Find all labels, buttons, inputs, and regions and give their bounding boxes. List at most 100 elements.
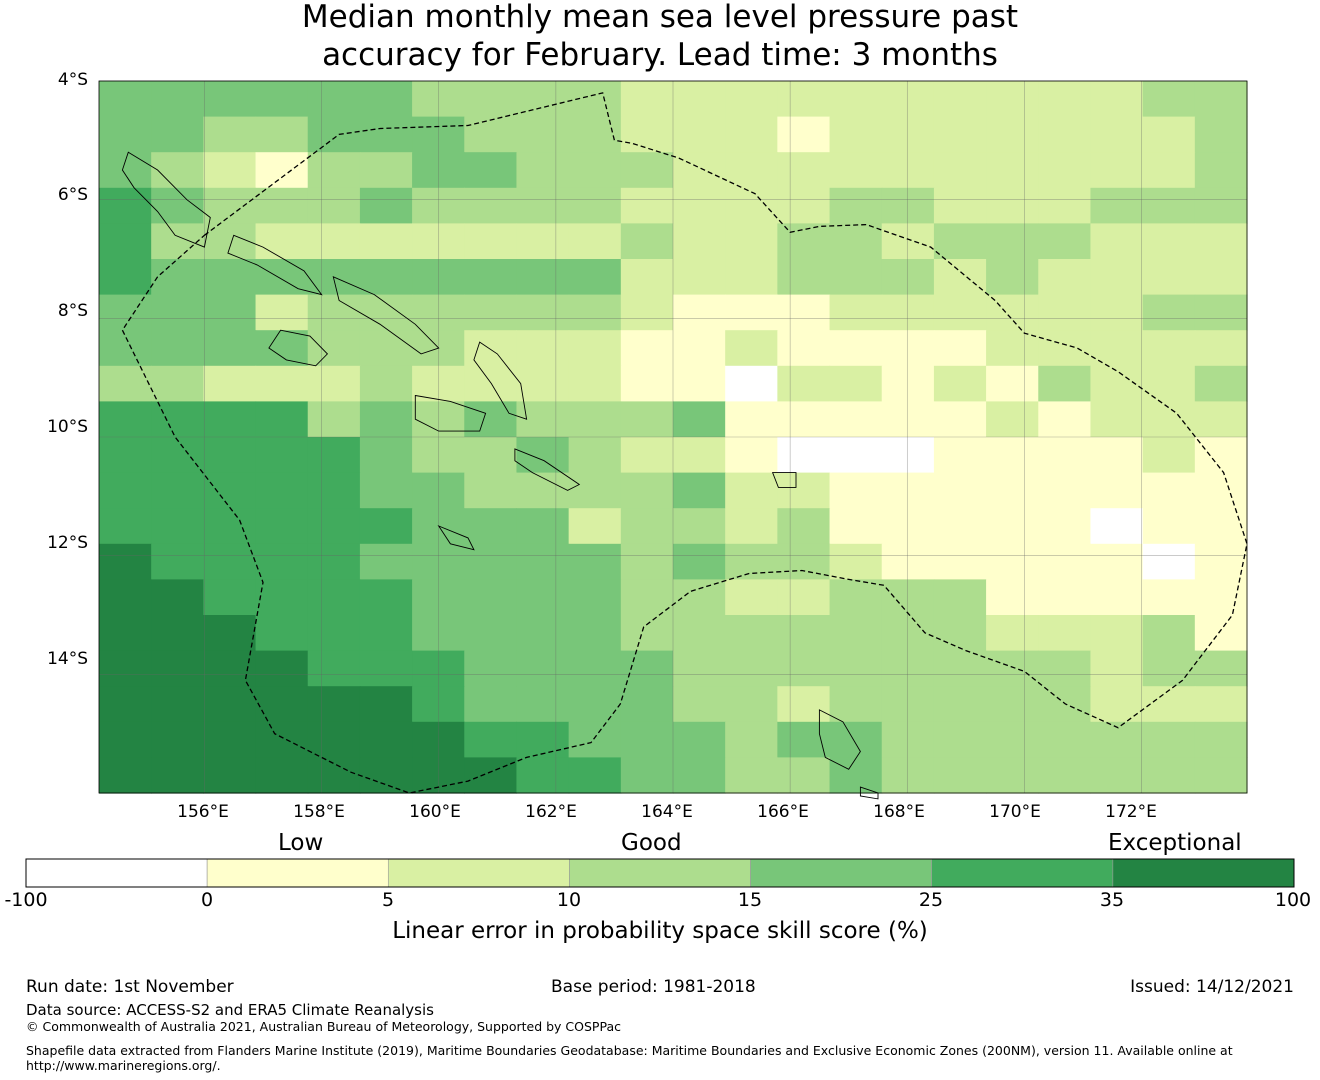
grid-cell (516, 543, 570, 580)
grid-cell (255, 721, 309, 758)
grid-cell (359, 152, 413, 189)
grid-cell (516, 650, 570, 687)
grid-cell (151, 579, 204, 616)
grid-cell (725, 330, 778, 367)
grid-cell (516, 259, 570, 296)
grid-cell (1142, 543, 1196, 580)
grid-cell (203, 437, 257, 474)
grid-cell (1038, 615, 1092, 652)
lat-label-8s: 8°S (57, 301, 88, 321)
grid-cell (725, 686, 778, 723)
grid-cell (986, 223, 1039, 260)
grid-cell (464, 152, 518, 189)
grid-cell (829, 508, 883, 545)
grid-cell (881, 543, 935, 580)
run-date: Run date: 1st November (26, 977, 234, 997)
grid-cell (933, 472, 987, 509)
category-exceptional: Exceptional (1108, 830, 1242, 856)
island-outline (121, 151, 211, 248)
grid-cell (725, 615, 778, 652)
grid-cell (1194, 686, 1248, 723)
grid-cell (99, 223, 152, 260)
grid-cell (1194, 721, 1248, 758)
grid-cell (1142, 259, 1196, 296)
grid-cell (1038, 259, 1092, 296)
grid-cell (203, 401, 257, 438)
grid-cell (203, 259, 257, 296)
grid-cell (881, 152, 935, 189)
lat-label-12s: 12°S (47, 533, 88, 553)
grid-cell (359, 187, 413, 224)
grid-cell (829, 686, 883, 723)
grid-cell (464, 721, 518, 758)
grid-cell (986, 401, 1039, 438)
grid-cell (1038, 187, 1092, 224)
grid-cell (516, 615, 570, 652)
shapefile-url: http://www.marineregions.org/. (26, 1058, 221, 1073)
grid-cell (516, 365, 570, 402)
grid-cell (620, 543, 674, 580)
colorbar-segment (750, 858, 933, 888)
colorbar-tick: -100 (4, 889, 48, 911)
grid-cell (516, 472, 570, 509)
grid-cell (255, 543, 309, 580)
grid-cell (986, 365, 1039, 402)
grid-cell (1194, 401, 1248, 438)
grid-cell (881, 365, 935, 402)
grid-cell (359, 365, 413, 402)
grid-cell (620, 437, 674, 474)
grid-cell (881, 615, 935, 652)
grid-cell (777, 223, 831, 260)
grid-cell (464, 116, 518, 153)
grid-cell (777, 365, 831, 402)
grid-cell (881, 757, 935, 794)
grid-cell (307, 508, 361, 545)
grid-cell (620, 259, 674, 296)
grid-cell (1038, 650, 1092, 687)
grid-cell (464, 579, 518, 616)
grid-cell (464, 187, 518, 224)
grid-cell (673, 330, 726, 367)
grid-cell (99, 615, 152, 652)
grid-cell (203, 81, 257, 118)
grid-cell (777, 686, 831, 723)
grid-cell (986, 686, 1039, 723)
grid-cell (620, 294, 674, 331)
grid-cell (986, 650, 1039, 687)
eez-boundary (121, 92, 1248, 794)
grid-cell (829, 330, 883, 367)
grid-cell (151, 472, 204, 509)
grid-cell (1038, 116, 1092, 153)
grid-cell (673, 437, 726, 474)
grid-cell (620, 757, 674, 794)
island-outline (332, 276, 440, 355)
grid-cell (99, 401, 152, 438)
grid-cell (986, 330, 1039, 367)
grid-cell (1142, 615, 1196, 652)
grid-cell (1142, 579, 1196, 616)
map-title: Median monthly mean sea level pressure p… (0, 0, 1320, 74)
grid-cell (1194, 437, 1248, 474)
base-period: Base period: 1981-2018 (551, 977, 756, 997)
grid-cell (255, 116, 309, 153)
grid-cell (777, 721, 831, 758)
grid-cell (568, 615, 622, 652)
grid-cell (307, 330, 361, 367)
grid-cell (725, 152, 778, 189)
grid-cell (359, 116, 413, 153)
grid-cell (255, 81, 309, 118)
grid-cell (1090, 686, 1144, 723)
grid-cell (673, 579, 726, 616)
grid-cell (516, 223, 570, 260)
grid-cell (99, 650, 152, 687)
grid-cell (151, 721, 204, 758)
grid-cell (203, 187, 257, 224)
grid-cell (725, 259, 778, 296)
grid-cell (829, 437, 883, 474)
grid-cell (568, 757, 622, 794)
category-low: Low (278, 830, 324, 856)
grid-cell (1142, 437, 1196, 474)
grid-cell (933, 508, 987, 545)
grid-cell (307, 116, 361, 153)
grid-cell (516, 508, 570, 545)
